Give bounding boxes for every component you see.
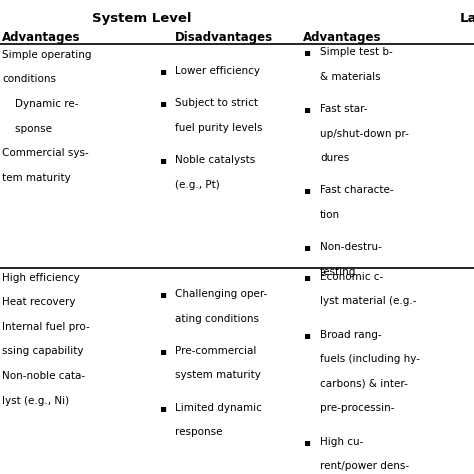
Text: ▪: ▪: [303, 104, 310, 114]
Text: Commercial sys-: Commercial sys-: [2, 148, 89, 158]
Text: (e.g., Pt): (e.g., Pt): [175, 180, 220, 190]
Text: Pre-commercial: Pre-commercial: [175, 346, 257, 356]
Text: dures: dures: [320, 154, 349, 164]
Text: System Level: System Level: [92, 12, 192, 25]
Text: Simple operating: Simple operating: [2, 50, 92, 60]
Text: ssing capability: ssing capability: [2, 346, 84, 356]
Text: sponse: sponse: [2, 124, 52, 134]
Text: conditions: conditions: [2, 74, 56, 84]
Text: Challenging oper-: Challenging oper-: [175, 289, 268, 299]
Text: ▪: ▪: [159, 402, 166, 412]
Text: Fast characte-: Fast characte-: [320, 185, 393, 195]
Text: ▪: ▪: [159, 155, 166, 165]
Text: Dynamic re-: Dynamic re-: [2, 99, 79, 109]
Text: ▪: ▪: [159, 66, 166, 76]
Text: Simple test b-: Simple test b-: [320, 47, 392, 57]
Text: ▪: ▪: [303, 185, 310, 195]
Text: & materials: & materials: [320, 72, 381, 82]
Text: Subject to strict: Subject to strict: [175, 99, 258, 109]
Text: fuel purity levels: fuel purity levels: [175, 123, 263, 133]
Text: testing: testing: [320, 267, 356, 277]
Text: tem maturity: tem maturity: [2, 173, 71, 183]
Text: ▪: ▪: [159, 289, 166, 299]
Text: response: response: [175, 427, 223, 437]
Text: Lower efficiency: Lower efficiency: [175, 66, 260, 76]
Text: High efficiency: High efficiency: [2, 273, 80, 283]
Text: Heat recovery: Heat recovery: [2, 297, 76, 307]
Text: Non-destru-: Non-destru-: [320, 242, 382, 252]
Text: ▪: ▪: [159, 99, 166, 109]
Text: Disadvantages: Disadvantages: [175, 31, 273, 44]
Text: ating conditions: ating conditions: [175, 314, 259, 324]
Text: ▪: ▪: [303, 242, 310, 252]
Text: Non-noble cata-: Non-noble cata-: [2, 371, 85, 381]
Text: Broad rang-: Broad rang-: [320, 329, 382, 339]
Text: ▪: ▪: [303, 437, 310, 447]
Text: ▪: ▪: [303, 47, 310, 57]
Text: Advantages: Advantages: [303, 31, 382, 44]
Text: Internal fuel pro-: Internal fuel pro-: [2, 322, 90, 332]
Text: system maturity: system maturity: [175, 371, 261, 381]
Text: High cu-: High cu-: [320, 437, 364, 447]
Text: fuels (including hy-: fuels (including hy-: [320, 354, 420, 364]
Text: lyst (e.g., Ni): lyst (e.g., Ni): [2, 396, 70, 406]
Text: ▪: ▪: [303, 329, 310, 339]
Text: Fast star-: Fast star-: [320, 104, 367, 114]
Text: Lab: Lab: [460, 12, 474, 25]
Text: ▪: ▪: [303, 272, 310, 282]
Text: pre-processin-: pre-processin-: [320, 403, 394, 413]
Text: carbons) & inter-: carbons) & inter-: [320, 379, 408, 389]
Text: Economic c-: Economic c-: [320, 272, 383, 282]
Text: lyst material (e.g.-: lyst material (e.g.-: [320, 296, 417, 306]
Text: Noble catalysts: Noble catalysts: [175, 155, 255, 165]
Text: Advantages: Advantages: [2, 31, 81, 44]
Text: tion: tion: [320, 210, 340, 220]
Text: ▪: ▪: [159, 346, 166, 356]
Text: rent/power dens-: rent/power dens-: [320, 461, 409, 471]
Text: up/shut-down pr-: up/shut-down pr-: [320, 129, 409, 139]
Text: Limited dynamic: Limited dynamic: [175, 402, 262, 412]
